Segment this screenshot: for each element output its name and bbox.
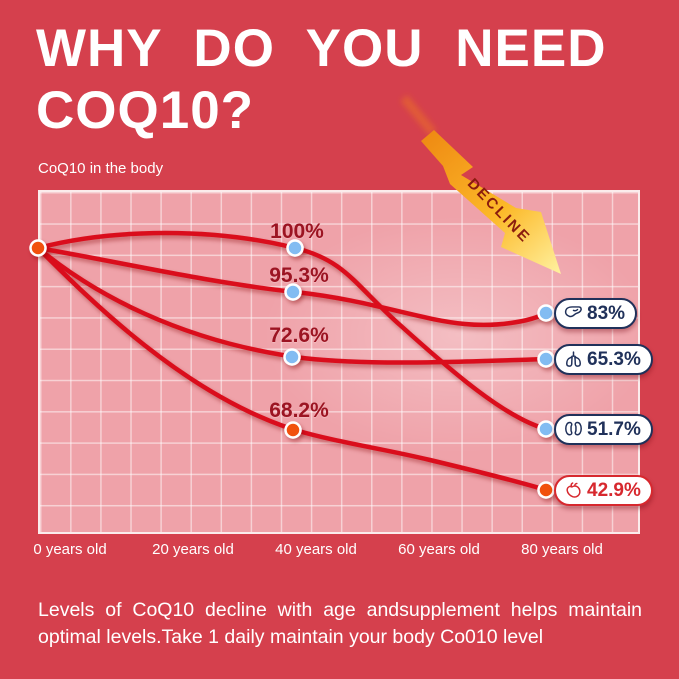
page-title-line2: COQ10? (36, 81, 255, 140)
page-title: WHY DO YOU NEED COQ10? (36, 18, 607, 142)
data-point-end-liver (537, 304, 555, 322)
data-point-end-kidneys (537, 420, 555, 438)
x-tick-20-years: 20 years old (152, 541, 234, 558)
end-label-value: 65.3% (587, 348, 641, 370)
data-point-mid-kidneys (286, 239, 304, 257)
x-tick-0-years: 0 years old (33, 541, 107, 558)
decline-arrow: DECLINE (400, 95, 561, 274)
page-title-line1: WHY DO YOU NEED (36, 19, 607, 78)
data-points-group (29, 239, 555, 499)
kidneys-icon (565, 421, 582, 436)
end-label-value: 42.9% (587, 479, 641, 501)
end-label-heart: 42.9% (554, 475, 653, 506)
arrow-glow-streak (400, 95, 437, 136)
data-point-end-heart (537, 481, 555, 499)
mid-value-label: 95.3% (269, 264, 329, 287)
end-label-lungs: 65.3% (554, 344, 653, 375)
footer-caption: Levels of CoQ10 decline with age andsupp… (38, 599, 642, 648)
data-point-end-lungs (537, 350, 555, 368)
end-label-value: 51.7% (587, 418, 641, 440)
data-point-mid-liver (284, 283, 302, 301)
mid-value-label: 68.2% (269, 399, 329, 422)
x-tick-40-years: 40 years old (275, 541, 357, 558)
liver-icon (564, 306, 582, 318)
x-tick-60-years: 60 years old (398, 541, 480, 558)
data-point-mid-heart (284, 421, 302, 439)
curve-liver (35, 245, 549, 328)
heart-icon (566, 482, 581, 498)
end-label-liver: 83% (554, 298, 638, 329)
curve-kidneys (35, 230, 549, 432)
data-point-mid-lungs (283, 348, 301, 366)
curve-heart (35, 245, 549, 493)
end-label-value: 83% (587, 302, 626, 324)
x-tick-80-years: 80 years old (521, 541, 603, 558)
arrow-bolt-shape (421, 130, 561, 274)
mid-value-label: 72.6% (269, 324, 329, 347)
lungs-icon (566, 351, 581, 367)
chart-title: CoQ10 in the body (38, 160, 164, 177)
mid-value-label: 100% (270, 220, 324, 243)
end-label-kidneys: 51.7% (554, 414, 653, 445)
data-point-origin (29, 239, 47, 257)
